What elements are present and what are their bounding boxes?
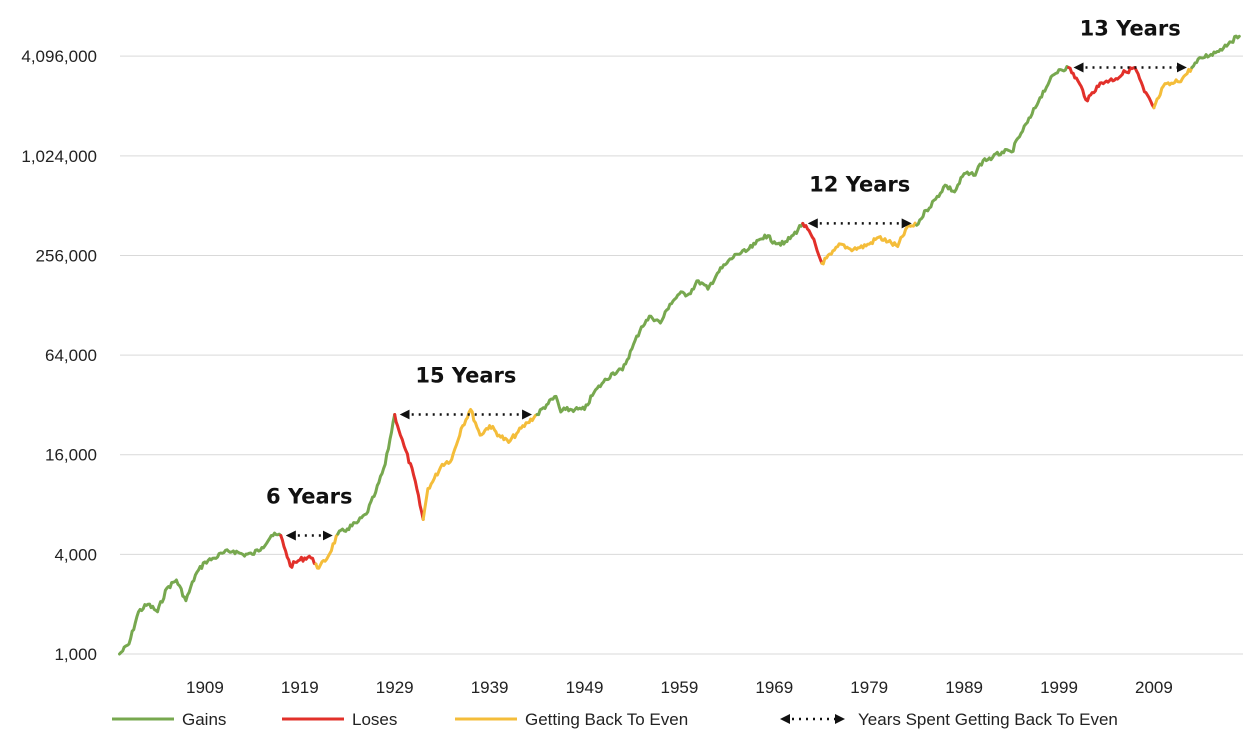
series-line-loses — [801, 221, 824, 265]
legend-label-gains: Gains — [182, 710, 226, 729]
legend-item-arrow: Years Spent Getting Back To Even — [780, 710, 1118, 729]
x-tick-label: 1969 — [755, 678, 793, 697]
recovery-years-label: 13 Years — [1080, 16, 1181, 40]
series-line-recovery — [314, 532, 340, 570]
recovery-years-label: 12 Years — [809, 172, 910, 196]
series-line-loses — [393, 413, 425, 521]
series-line-gains — [118, 531, 283, 656]
x-tick-label: 1929 — [376, 678, 414, 697]
recovery-years-label: 6 Years — [266, 485, 352, 509]
y-gridlines — [120, 55, 1243, 655]
series-line-gains — [336, 413, 397, 536]
y-tick-label: 16,000 — [45, 446, 97, 465]
y-tick-label: 4,000 — [54, 545, 97, 564]
x-tick-label: 1989 — [945, 678, 983, 697]
series-line-gains — [1190, 34, 1241, 69]
x-tick-label: 1909 — [186, 678, 224, 697]
legend-label-arrow: Years Spent Getting Back To Even — [858, 710, 1118, 729]
recovery-years-label: 15 Years — [415, 364, 516, 388]
series-line-loses — [1067, 66, 1156, 110]
y-tick-label: 4,096,000 — [21, 47, 97, 66]
x-tick-label: 1919 — [281, 678, 319, 697]
legend-item-recovery: Getting Back To Even — [455, 710, 688, 729]
series-line-recovery — [820, 221, 919, 266]
legend: Gains Loses Getting Back To Even Years Spen… — [112, 710, 1118, 729]
x-tick-label: 1979 — [850, 678, 888, 697]
legend-item-loses: Loses — [282, 710, 397, 729]
x-axis: 1909 1919 1929 1939 1949 1959 1969 1979 1989 1999… — [186, 678, 1173, 697]
y-tick-label: 64,000 — [45, 346, 97, 365]
y-tick-label: 1,024,000 — [21, 147, 97, 166]
series-line-gains — [535, 221, 805, 417]
series-line-recovery — [421, 408, 539, 521]
series-line-loses — [279, 534, 318, 569]
legend-label-recovery: Getting Back To Even — [525, 710, 688, 729]
x-tick-label: 2009 — [1135, 678, 1173, 697]
x-tick-label: 1949 — [566, 678, 604, 697]
x-tick-label: 1959 — [660, 678, 698, 697]
x-tick-label: 1999 — [1040, 678, 1078, 697]
y-tick-label: 256,000 — [36, 246, 97, 265]
legend-item-gains: Gains — [112, 710, 226, 729]
x-tick-label: 1939 — [471, 678, 509, 697]
series-line-recovery — [1152, 66, 1194, 110]
series-line-gains — [915, 65, 1070, 227]
series-group — [118, 34, 1241, 656]
annotations: 6 Years 15 Years 12 Years 13 Years — [266, 16, 1187, 541]
y-axis: 1,000 4,000 16,000 64,000 256,000 1,024,000 4,… — [21, 47, 97, 664]
y-tick-label: 1,000 — [54, 645, 97, 664]
legend-label-loses: Loses — [352, 710, 397, 729]
